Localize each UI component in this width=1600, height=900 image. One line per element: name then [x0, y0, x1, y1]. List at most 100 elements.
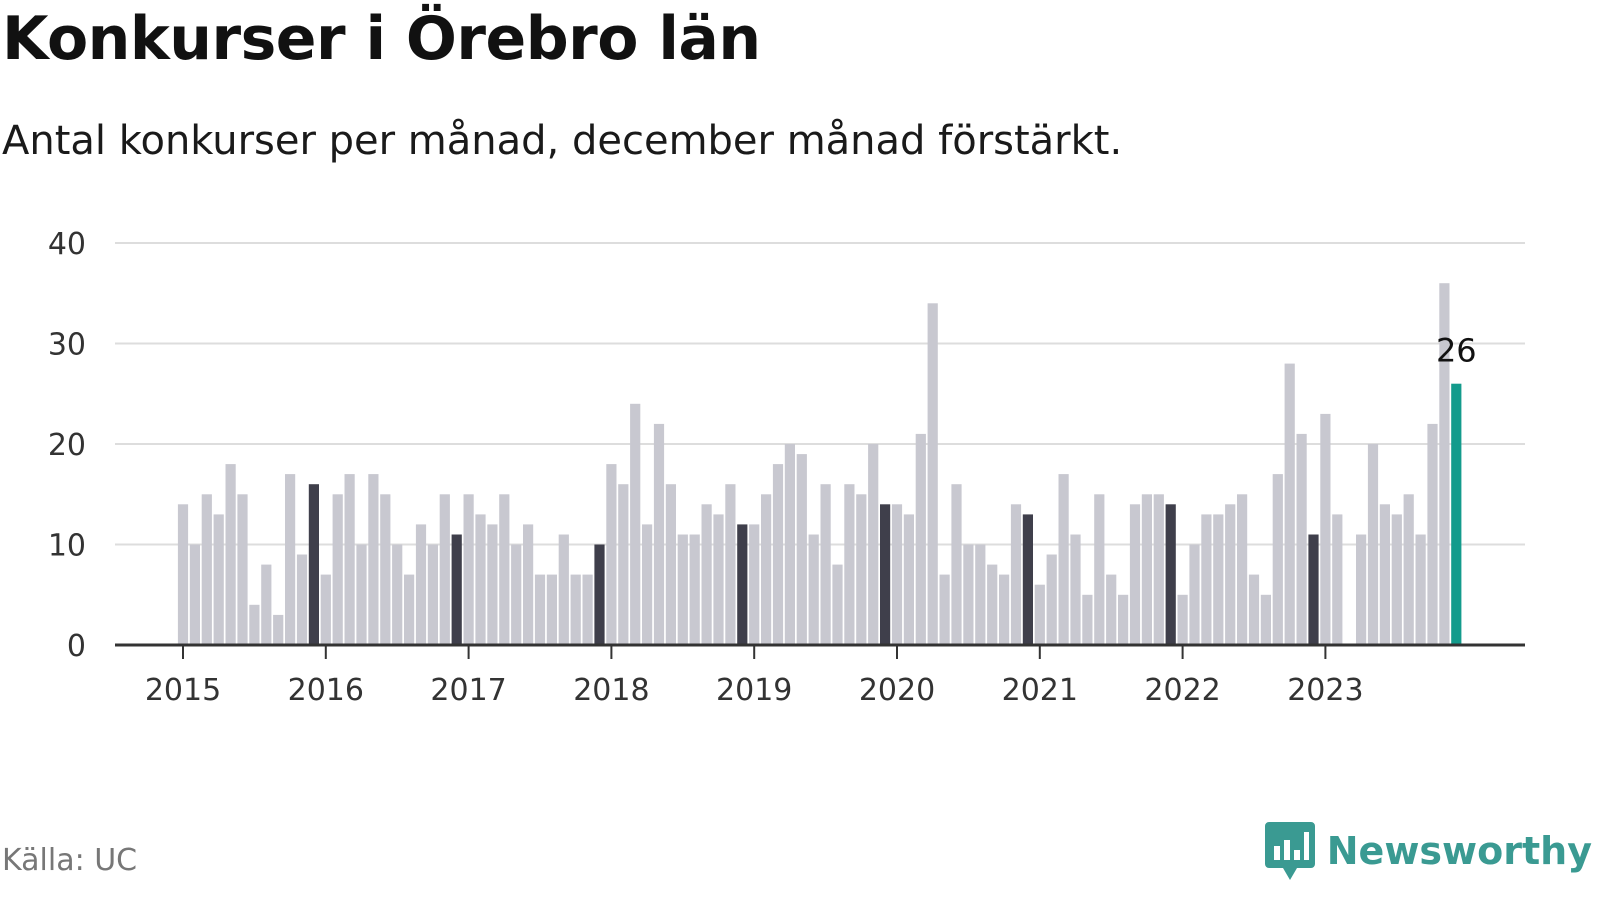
bar — [927, 303, 938, 645]
bar — [1391, 514, 1402, 645]
bar — [1379, 504, 1390, 645]
bar — [523, 524, 534, 645]
bar — [713, 514, 724, 645]
bar — [963, 544, 974, 645]
bar — [1058, 474, 1069, 645]
bar — [630, 403, 641, 645]
bar — [903, 514, 914, 645]
bar — [1046, 554, 1057, 645]
bar — [987, 564, 998, 645]
highlight-data-label: 26 — [1436, 332, 1477, 370]
bar — [653, 423, 665, 645]
bar — [177, 504, 189, 645]
bar — [237, 494, 248, 646]
bar — [189, 544, 200, 645]
bars — [177, 283, 1462, 646]
bar — [1094, 494, 1105, 646]
source-note: Källa: UC — [2, 843, 138, 878]
bar — [1022, 514, 1033, 645]
axes: 0 10 20 30 40 2015 2016 2017 2018 2019 2020 2021 202… — [48, 227, 1525, 708]
bar — [356, 544, 367, 645]
bar — [570, 574, 581, 645]
bar — [677, 534, 688, 645]
bar — [606, 464, 617, 645]
bar — [475, 514, 486, 645]
bar — [1082, 594, 1093, 646]
bar — [201, 494, 212, 646]
bar — [951, 484, 962, 645]
chart-subtitle: Antal konkurser per månad, december måna… — [2, 118, 1123, 164]
bar — [1034, 584, 1045, 645]
bar — [642, 524, 653, 645]
bar — [1225, 504, 1236, 645]
y-tick-label: 40 — [48, 227, 86, 262]
bar — [404, 574, 415, 645]
bar — [737, 524, 748, 645]
bar — [1320, 413, 1331, 645]
bar — [546, 574, 557, 645]
x-tick-label: 2015 — [145, 673, 221, 708]
bar — [499, 494, 510, 646]
bar — [844, 484, 855, 645]
bar — [320, 574, 331, 645]
bar — [296, 554, 308, 645]
bar — [1415, 534, 1426, 645]
y-tick-label: 20 — [48, 428, 86, 463]
bar — [1141, 494, 1152, 646]
bar — [261, 564, 272, 645]
bar — [999, 574, 1010, 645]
bar — [1201, 514, 1212, 645]
y-tick-label: 10 — [48, 529, 86, 564]
bar — [1260, 594, 1271, 646]
bar — [689, 534, 700, 645]
bar — [665, 484, 676, 645]
bar — [273, 614, 284, 645]
bar — [427, 544, 438, 645]
bar — [380, 494, 391, 646]
bar — [1153, 494, 1164, 646]
bar — [915, 433, 926, 645]
bar — [618, 484, 629, 645]
bar — [1439, 283, 1450, 645]
bar — [558, 534, 569, 645]
bar — [1165, 504, 1176, 645]
bar — [725, 484, 736, 645]
bar — [701, 504, 712, 645]
bar — [392, 544, 403, 645]
bar — [451, 534, 462, 645]
bar — [1106, 574, 1117, 645]
bar — [1129, 504, 1141, 645]
grid-lines — [115, 242, 1525, 546]
bar — [225, 464, 236, 645]
x-tick-label: 2022 — [1144, 673, 1220, 708]
bar — [249, 604, 260, 645]
bar — [1237, 494, 1248, 646]
y-tick-label: 0 — [67, 629, 86, 664]
bar — [487, 524, 498, 645]
bar — [856, 494, 867, 646]
bar — [1070, 534, 1081, 645]
bar — [1284, 363, 1295, 645]
x-tick-label: 2020 — [859, 673, 935, 708]
bar — [975, 544, 986, 645]
bar — [332, 494, 343, 646]
bar — [891, 504, 903, 645]
bar — [939, 574, 950, 645]
bar — [1332, 514, 1343, 645]
bar — [344, 474, 355, 645]
bar — [415, 524, 427, 645]
x-tick-label: 2019 — [716, 673, 792, 708]
chart-title: Konkurser i Örebro län — [2, 4, 761, 74]
brand: Newsworthy — [1264, 822, 1592, 880]
bar — [213, 514, 224, 645]
bar — [832, 564, 843, 645]
x-tick-label: 2018 — [573, 673, 649, 708]
bar — [439, 494, 450, 646]
bar — [308, 484, 319, 645]
y-tick-label: 30 — [48, 328, 86, 363]
newsworthy-logo-icon — [1264, 822, 1315, 880]
bar — [594, 544, 605, 645]
bar — [772, 464, 784, 645]
bar — [1118, 594, 1129, 646]
